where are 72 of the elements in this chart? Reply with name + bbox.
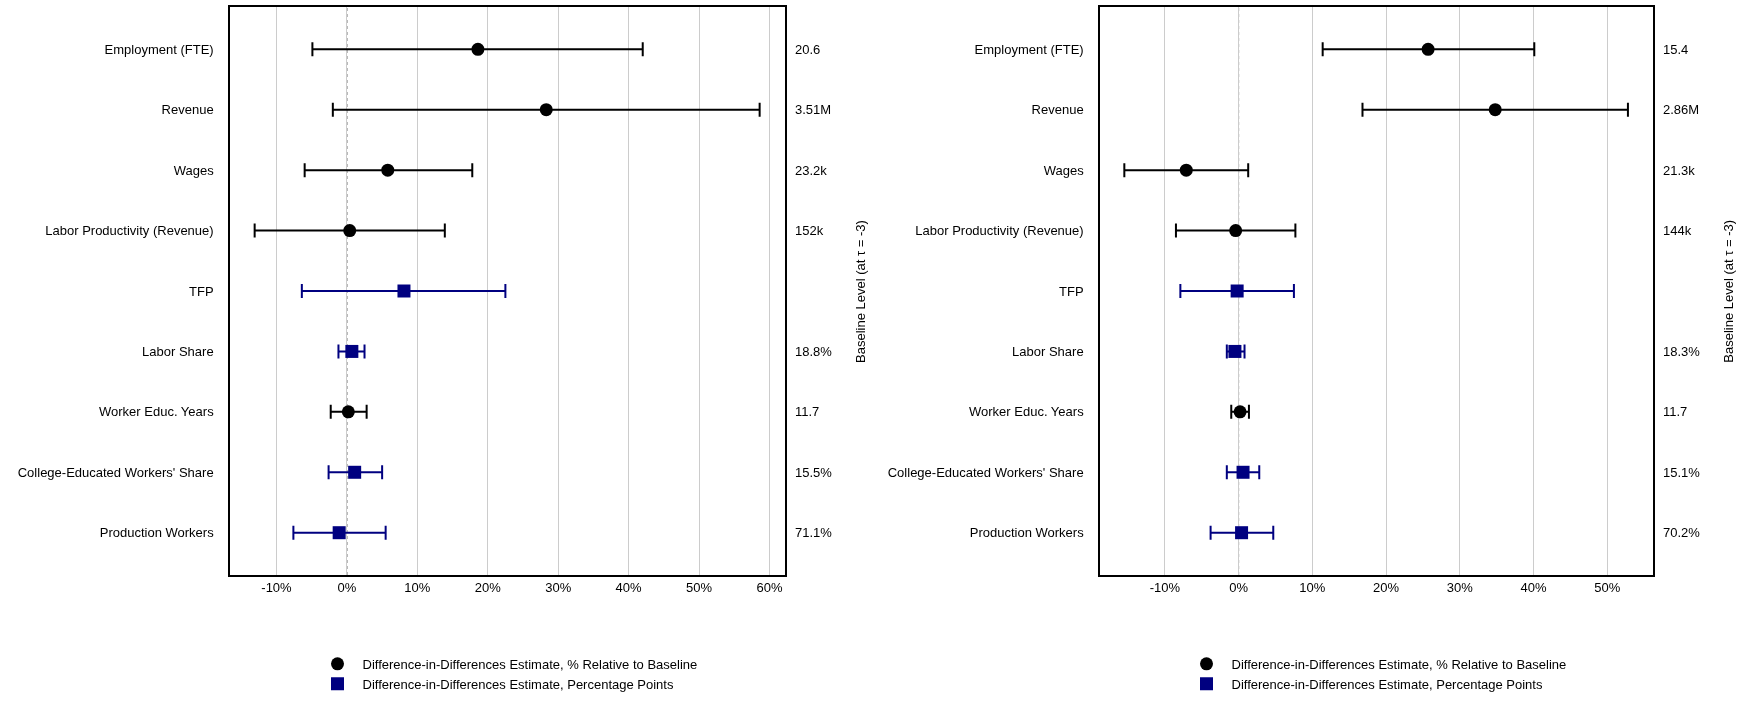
y-tick-label: Worker Educ. Years bbox=[968, 404, 1085, 420]
y-tick-label: Labor Share bbox=[1012, 343, 1084, 359]
y-tick-label: Labor Productivity (Revenue) bbox=[45, 223, 214, 239]
y-tick-label: Revenue bbox=[161, 102, 214, 118]
x-tick-label: -10% bbox=[1149, 580, 1181, 596]
legend-label: Difference-in-Differences Estimate, Percentage Points bbox=[1231, 676, 1543, 692]
y-tick-label: Revenue bbox=[1031, 102, 1084, 118]
legend-label: Difference-in-Differences Estimate, % Relative to Baseline bbox=[1231, 656, 1567, 672]
y2-tick-label: 11.7 bbox=[795, 404, 820, 419]
x-tick-label: 0% bbox=[1229, 580, 1249, 596]
y-tick-label: College-Educated Workers' Share bbox=[17, 464, 214, 480]
x-tick-label: 50% bbox=[1594, 580, 1621, 596]
x-tick-label: 50% bbox=[686, 580, 713, 596]
point bbox=[471, 42, 485, 56]
point bbox=[1228, 344, 1242, 358]
y-tick-label: TFP bbox=[1059, 283, 1084, 299]
point bbox=[1235, 526, 1249, 540]
y-tick-label: Worker Educ. Years bbox=[98, 404, 215, 420]
y2-tick-label: 18.8% bbox=[795, 344, 833, 359]
y-tick-label: Production Workers bbox=[969, 525, 1085, 541]
y2-tick-label: 18.3% bbox=[1663, 344, 1701, 359]
y2-tick-label: 152k bbox=[795, 223, 824, 238]
y-tick-label: TFP bbox=[189, 283, 214, 299]
point bbox=[1229, 224, 1243, 238]
y-tick-label: Employment (FTE) bbox=[974, 41, 1084, 57]
x-tick-label: 30% bbox=[545, 580, 572, 596]
point bbox=[381, 163, 395, 177]
x-tick-label: 0% bbox=[337, 580, 357, 596]
y-tick-label: Wages bbox=[1043, 162, 1085, 178]
point bbox=[332, 526, 346, 540]
y2-tick-label: 2.86M bbox=[1663, 102, 1700, 117]
x-tick-label: 10% bbox=[1299, 580, 1326, 596]
point bbox=[1179, 163, 1193, 177]
y2-tick-label: 70.2% bbox=[1663, 525, 1701, 540]
y2-axis-title: Baseline Level (at τ = -3) bbox=[1720, 219, 1736, 363]
y-tick-label: Wages bbox=[173, 162, 215, 178]
x-tick-label: 20% bbox=[474, 580, 502, 596]
y-tick-label: Employment (FTE) bbox=[104, 41, 214, 57]
y2-tick-label: 144k bbox=[1663, 223, 1692, 238]
y-tick-label: College-Educated Workers' Share bbox=[887, 464, 1084, 480]
point bbox=[1230, 284, 1244, 298]
y2-tick-label: 3.51M bbox=[795, 102, 832, 117]
y-tick-label: Production Workers bbox=[99, 525, 215, 541]
y2-tick-label: 15.4 bbox=[1663, 42, 1689, 57]
point bbox=[343, 224, 357, 238]
y2-tick-label: 11.7 bbox=[1663, 404, 1688, 419]
point bbox=[397, 284, 411, 298]
point bbox=[341, 405, 355, 419]
x-tick-label: 40% bbox=[1520, 580, 1547, 596]
legend-label: Difference-in-Differences Estimate, % Relative to Baseline bbox=[362, 656, 698, 672]
point bbox=[1488, 103, 1502, 117]
point bbox=[539, 103, 553, 117]
y2-tick-label: 15.5% bbox=[795, 465, 833, 480]
y-tick-label: Labor Productivity (Revenue) bbox=[915, 223, 1084, 239]
legend-label: Difference-in-Differences Estimate, Percentage Points bbox=[362, 676, 674, 692]
point bbox=[348, 465, 362, 479]
y2-tick-label: 23.2k bbox=[795, 163, 828, 178]
y2-tick-label: 20.6 bbox=[795, 42, 821, 57]
point bbox=[345, 344, 359, 358]
x-tick-label: 30% bbox=[1446, 580, 1474, 596]
x-tick-label: 40% bbox=[615, 580, 643, 596]
y2-tick-label: 15.1% bbox=[1663, 465, 1701, 480]
x-tick-label: 10% bbox=[404, 580, 431, 596]
y-tick-label: Labor Share bbox=[142, 343, 214, 359]
point bbox=[1421, 42, 1435, 56]
x-tick-label: -10% bbox=[261, 580, 293, 596]
y2-tick-label: 71.1% bbox=[795, 525, 833, 540]
point bbox=[1236, 465, 1250, 479]
x-tick-label: 20% bbox=[1373, 580, 1400, 596]
y2-axis-title: Baseline Level (at τ = -3) bbox=[852, 220, 868, 363]
x-tick-label: 60% bbox=[756, 580, 783, 596]
y2-tick-label: 21.3k bbox=[1663, 163, 1696, 178]
